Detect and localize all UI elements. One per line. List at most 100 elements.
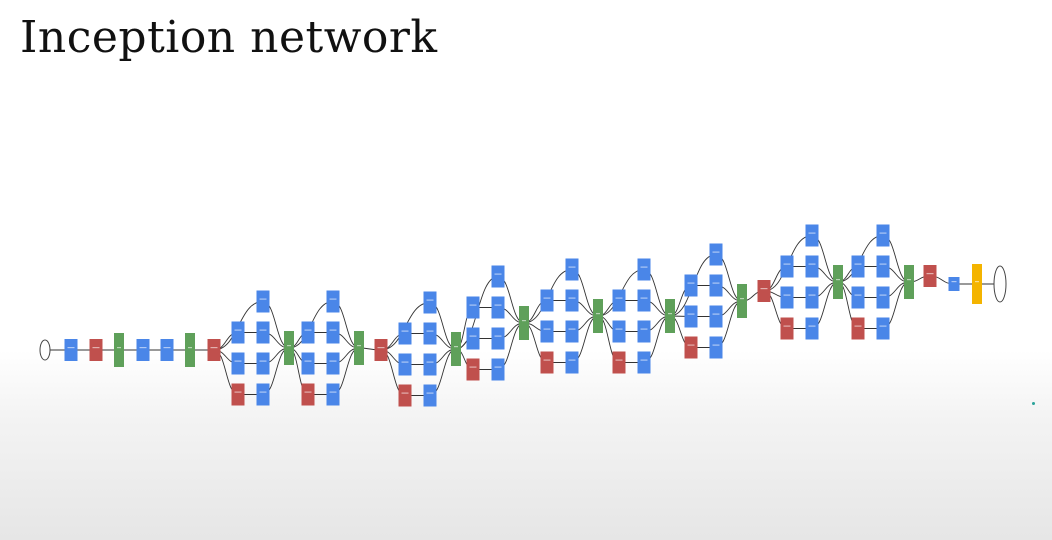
node-label-mark: [234, 360, 242, 362]
node-label-mark: [568, 328, 576, 330]
node-label-mark: [783, 263, 791, 265]
conv-node-9: [256, 321, 270, 344]
node-label-mark: [615, 359, 623, 361]
conv-node-35: [466, 327, 480, 350]
concat-node-63: [737, 284, 747, 318]
node-label-mark: [740, 298, 744, 300]
node-label-mark: [668, 313, 672, 315]
conv-node-25: [398, 322, 412, 345]
node-label-mark: [188, 347, 192, 349]
node-label-mark: [259, 329, 267, 331]
conv-node-66: [780, 255, 794, 278]
pool-node-1: [89, 339, 103, 361]
node-label-mark: [854, 294, 862, 296]
node-label-mark: [304, 360, 312, 362]
node-label-mark: [808, 232, 816, 234]
conv-node-19: [326, 352, 340, 375]
node-label-mark: [234, 329, 242, 331]
node-label-mark: [543, 359, 551, 361]
node-label-mark: [426, 330, 434, 332]
input-node: [39, 339, 51, 361]
node-label-mark: [687, 282, 695, 284]
conv-node-74: [851, 255, 865, 278]
pool-node-23: [374, 339, 388, 361]
conv-node-4: [160, 339, 174, 361]
conv-node-42: [565, 289, 579, 312]
conv-node-52: [637, 320, 651, 343]
node-label-mark: [854, 325, 862, 327]
node-label-mark: [712, 344, 720, 346]
node-label-mark: [117, 347, 121, 349]
concat-node-80: [904, 265, 914, 299]
conv-node-79: [876, 317, 890, 340]
conv-node-44: [565, 320, 579, 343]
node-label-mark: [494, 304, 502, 306]
node-label-mark: [640, 266, 648, 268]
node-label-mark: [494, 366, 502, 368]
node-label-mark: [259, 391, 267, 393]
node-label-mark: [568, 359, 576, 361]
conv-node-13: [256, 383, 270, 406]
conv-node-27: [398, 353, 412, 376]
node-label-mark: [687, 344, 695, 346]
conv-node-59: [684, 305, 698, 328]
conv-node-77: [876, 286, 890, 309]
conv-node-7: [256, 290, 270, 313]
conv-node-40: [565, 258, 579, 281]
conv-node-60: [709, 305, 723, 328]
node-label-mark: [304, 391, 312, 393]
conv-node-68: [780, 286, 794, 309]
conv-node-10: [231, 352, 245, 375]
node-label-mark: [494, 335, 502, 337]
output-node: [993, 265, 1007, 303]
pool-node-12: [231, 383, 245, 406]
pool-node-78: [851, 317, 865, 340]
node-label-mark: [712, 313, 720, 315]
pool-node-61: [684, 336, 698, 359]
cursor-dot: [1032, 402, 1035, 405]
node-label-mark: [879, 232, 887, 234]
node-label-mark: [808, 325, 816, 327]
node-label-mark: [163, 347, 171, 349]
pool-node-37: [466, 358, 480, 381]
node-label-mark: [808, 263, 816, 265]
node-label-mark: [92, 347, 100, 349]
conv-node-41: [540, 289, 554, 312]
conv-node-51: [612, 320, 626, 343]
concat-node-31: [451, 332, 461, 366]
node-label-mark: [926, 273, 934, 275]
conv-node-16: [301, 321, 315, 344]
node-label-mark: [951, 281, 957, 283]
conv-node-34: [491, 296, 505, 319]
conv-node-26: [423, 322, 437, 345]
node-label-mark: [426, 361, 434, 363]
node-label-mark: [836, 279, 840, 281]
pool-node-53: [612, 351, 626, 374]
conv-node-50: [637, 289, 651, 312]
conv-node-38: [491, 358, 505, 381]
pool-node-70: [780, 317, 794, 340]
concat-node-39: [519, 306, 529, 340]
node-label-mark: [287, 345, 291, 347]
node-label-mark: [568, 266, 576, 268]
pool-node-6: [207, 339, 221, 361]
node-label-mark: [854, 263, 862, 265]
conv-node-18: [301, 352, 315, 375]
concat-node-2: [114, 333, 124, 367]
node-label-mark: [426, 299, 434, 301]
node-label-mark: [640, 328, 648, 330]
node-label-mark: [139, 347, 147, 349]
conv-node-0: [64, 339, 78, 361]
node-label-mark: [543, 297, 551, 299]
node-label-mark: [522, 320, 526, 322]
concat-node-72: [833, 265, 843, 299]
conv-node-75: [876, 255, 890, 278]
conv-node-11: [256, 352, 270, 375]
slide-title: Inception network: [20, 12, 438, 63]
node-label-mark: [712, 251, 720, 253]
node-label-mark: [401, 361, 409, 363]
pool-node-29: [398, 384, 412, 407]
node-label-mark: [596, 313, 600, 315]
softmax-node-83: [972, 264, 982, 304]
